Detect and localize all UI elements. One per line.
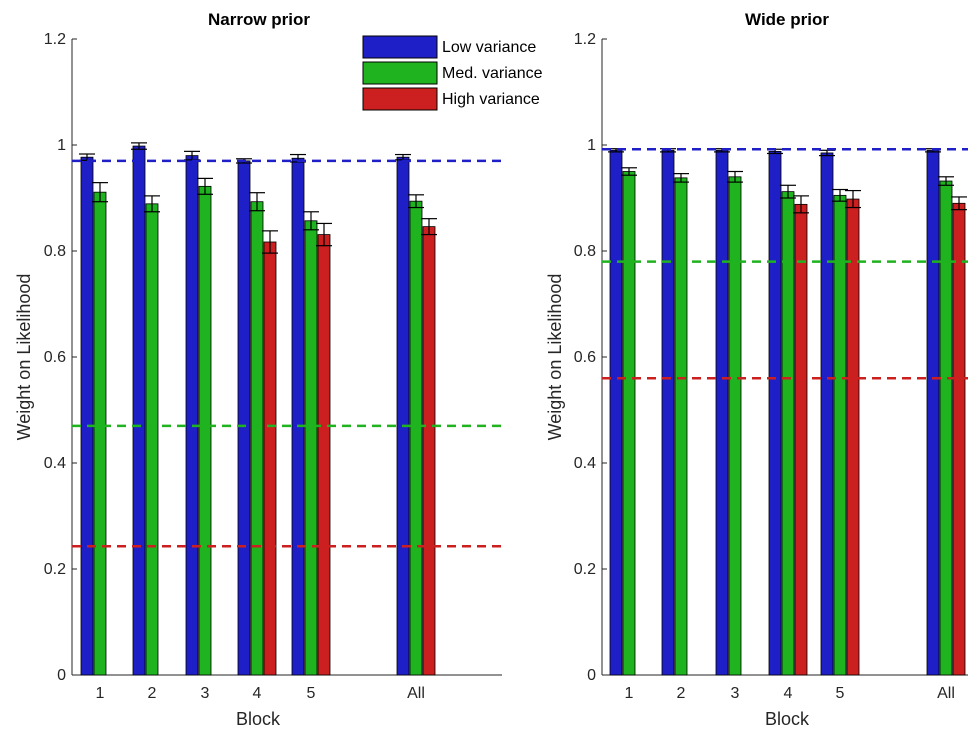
wide-bar	[939, 180, 953, 676]
wide-bar	[794, 203, 808, 676]
wide-x-axis-label: Block	[765, 709, 810, 729]
wide-y-tick-label: 1.2	[574, 31, 596, 48]
narrow-y-axis-label: Weight on Likelihood	[14, 274, 34, 441]
narrow-x-tick-label: 1	[96, 685, 105, 702]
wide-bar	[833, 194, 847, 676]
wide-bar	[768, 150, 782, 676]
legend-label: High variance	[442, 91, 540, 108]
narrow-bar	[185, 155, 199, 676]
wide-y-tick-label: 0.6	[574, 349, 596, 366]
narrow-bar	[304, 220, 318, 676]
wide-x-tick-label: 4	[784, 685, 793, 702]
wide-x-tick-label: 5	[836, 685, 845, 702]
narrow-x-tick-label: 2	[148, 685, 157, 702]
wide-bar	[728, 176, 742, 676]
legend-swatch	[362, 87, 438, 111]
narrow-y-tick-label: 0.2	[44, 561, 66, 578]
narrow-bar	[198, 185, 212, 676]
legend-label: Med. variance	[442, 65, 543, 82]
narrow-bar	[291, 157, 305, 676]
wide-bar	[820, 152, 834, 676]
wide-bar	[674, 177, 688, 676]
narrow-x-tick-label: 3	[201, 685, 210, 702]
narrow-y-tick-label: 0	[57, 667, 66, 684]
wide-y-tick-label: 0.2	[574, 561, 596, 578]
wide-y-tick-label: 0.8	[574, 243, 596, 260]
wide-bar	[846, 198, 860, 676]
wide-bar	[781, 191, 795, 676]
wide-x-tick-label: All	[937, 685, 955, 702]
wide-y-tick-label: 0.4	[574, 455, 596, 472]
narrow-bar	[132, 145, 146, 676]
wide-x-tick-label: 3	[731, 685, 740, 702]
legend-label: Low variance	[442, 39, 536, 56]
narrow-bar	[422, 226, 436, 676]
wide-bar	[609, 149, 623, 676]
wide-bar	[926, 149, 940, 676]
legend-swatch	[362, 61, 438, 85]
narrow-x-axis-label: Block	[236, 709, 281, 729]
narrow-x-tick-label: All	[407, 685, 425, 702]
wide-x-tick-label: 1	[625, 685, 634, 702]
wide-bar	[952, 202, 966, 676]
narrow-bar	[237, 160, 251, 676]
narrow-bar	[80, 156, 94, 676]
narrow-bar	[93, 191, 107, 676]
wide-y-tick-label: 1	[587, 137, 596, 154]
wide-bar	[622, 171, 636, 676]
legend-swatch	[362, 35, 438, 59]
narrow-y-tick-label: 1	[57, 137, 66, 154]
wide-y-axis-label: Weight on Likelihood	[545, 274, 565, 441]
narrow-bar	[250, 201, 264, 676]
narrow-bar	[317, 234, 331, 676]
narrow-y-tick-label: 1.2	[44, 31, 66, 48]
narrow-chart-title: Narrow prior	[208, 10, 310, 29]
narrow-y-tick-label: 0.8	[44, 243, 66, 260]
wide-x-tick-label: 2	[677, 685, 686, 702]
narrow-x-tick-label: 4	[253, 685, 262, 702]
narrow-x-tick-label: 5	[307, 685, 316, 702]
narrow-bar	[263, 241, 277, 676]
wide-chart-title: Wide prior	[745, 10, 829, 29]
wide-bar	[661, 149, 675, 676]
wide-bar	[715, 149, 729, 676]
narrow-bar	[396, 156, 410, 676]
wide-y-tick-label: 0	[587, 667, 596, 684]
narrow-bar	[145, 203, 159, 676]
narrow-bar	[409, 200, 423, 676]
narrow-y-tick-label: 0.4	[44, 455, 66, 472]
narrow-y-tick-label: 0.6	[44, 349, 66, 366]
